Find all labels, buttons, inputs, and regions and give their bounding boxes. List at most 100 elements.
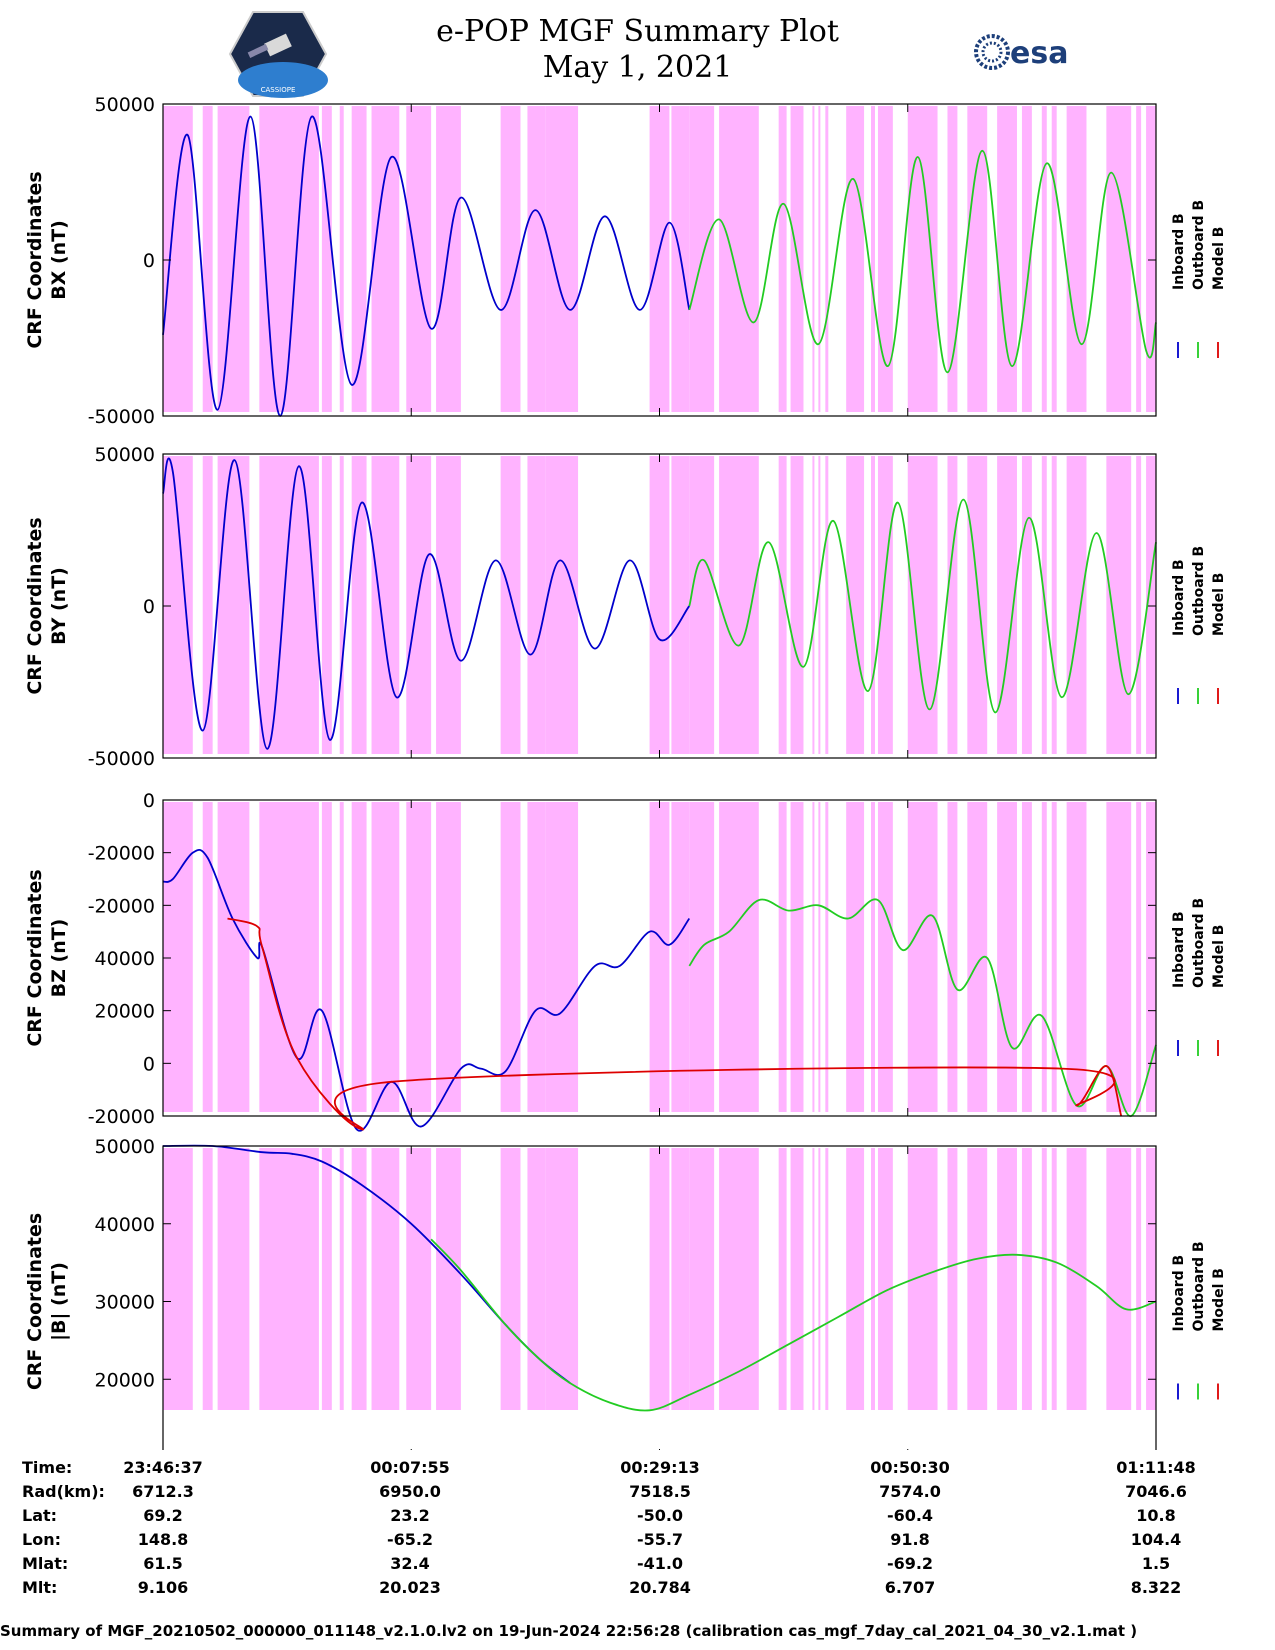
inboard-interval-shade <box>846 106 865 412</box>
y-tick-label: 0 <box>143 250 155 272</box>
inboard-interval-shade <box>436 106 461 412</box>
orbit-value: -50.0 <box>636 1506 684 1525</box>
inboard-interval-shade <box>202 456 213 754</box>
inboard-interval-shade <box>907 802 938 1112</box>
inboard-interval-shade <box>163 802 193 1112</box>
orbit-row: Time: 23:46:37 00:07:55 00:29:13 00:50:30 01:… <box>0 1458 1275 1482</box>
y-tick-label: 0 <box>143 596 155 618</box>
orbit-value: 23:46:37 <box>123 1458 203 1477</box>
inboard-interval-shade <box>202 802 213 1112</box>
orbit-value: -65.2 <box>386 1530 434 1549</box>
inboard-interval-shade <box>545 1148 579 1410</box>
orbit-value: 00:29:13 <box>620 1458 700 1477</box>
inboard-interval-shade <box>1106 456 1132 754</box>
y-tick-label: -50000 <box>88 406 155 428</box>
y-axis-label: CRF Coordinates |B| (nT) <box>24 1213 70 1390</box>
inboard-interval-shade <box>351 1148 367 1410</box>
inboard-interval-shade <box>217 1148 250 1410</box>
orbit-value: 00:50:30 <box>870 1458 950 1477</box>
inboard-interval-shade <box>967 802 988 1112</box>
inboard-interval-shade <box>871 1148 875 1410</box>
legend-label: Inboard B <box>1171 911 1187 988</box>
orbit-row: Lon: 148.8 -65.2 -55.7 91.8 104.4 <box>0 1530 1275 1554</box>
inboard-interval-shade <box>406 802 432 1112</box>
y-tick-label: -20000 <box>88 1106 155 1128</box>
legend-label: Outboard B <box>1191 200 1207 290</box>
inboard-interval-shade <box>778 802 787 1112</box>
y-tick-label: 20000 <box>95 1001 155 1023</box>
inboard-interval-shade <box>371 106 400 412</box>
inboard-interval-shade <box>1136 802 1142 1112</box>
y-tick-label: -50000 <box>88 748 155 770</box>
inboard-interval-shade <box>259 802 319 1112</box>
orbit-value: 23.2 <box>390 1506 430 1525</box>
inboard-interval-shade <box>719 802 759 1112</box>
orbit-value: 148.8 <box>137 1530 189 1549</box>
orbit-row: Lat: 69.2 23.2 -50.0 -60.4 10.8 <box>0 1506 1275 1530</box>
orbit-value: 20.023 <box>379 1578 441 1597</box>
inboard-interval-shade <box>371 456 400 754</box>
inboard-interval-shade <box>545 802 579 1112</box>
inboard-interval-shade <box>1136 1148 1142 1410</box>
esa-logo: esa <box>974 34 1068 71</box>
y-tick-label: 10000 <box>95 1447 155 1450</box>
inboard-interval-shade <box>818 802 821 1112</box>
y-tick-label: -20000 <box>88 895 155 917</box>
orbit-value: 6950.0 <box>379 1482 441 1501</box>
inboard-interval-shade <box>967 106 988 412</box>
inboard-interval-shade <box>649 456 670 754</box>
y-tick-label: 0 <box>143 1053 155 1075</box>
orbit-value: 8.322 <box>1130 1578 1182 1597</box>
inboard-interval-shade <box>1136 456 1142 754</box>
orbit-value: 01:11:48 <box>1116 1458 1196 1477</box>
inboard-interval-shade <box>1051 106 1057 412</box>
inboard-interval-shade <box>1146 106 1156 412</box>
inboard-interval-shade <box>1021 1148 1032 1410</box>
inboard-interval-shade <box>339 106 344 412</box>
inboard-interval-shade <box>1051 1148 1057 1410</box>
inboard-interval-shade <box>339 1148 344 1410</box>
orbit-value: -69.2 <box>886 1554 934 1573</box>
inboard-interval-shade <box>689 1148 715 1410</box>
inboard-interval-shade <box>339 802 344 1112</box>
orbit-value: 6712.3 <box>132 1482 194 1501</box>
inboard-interval-shade <box>527 1148 546 1410</box>
inboard-interval-shade <box>217 456 250 754</box>
inboard-interval-shade <box>671 802 690 1112</box>
y-tick-label: 50000 <box>95 444 155 466</box>
inboard-interval-shade <box>790 1148 804 1410</box>
y-tick-label: 0 <box>143 790 155 812</box>
inboard-interval-shade <box>436 456 461 754</box>
inboard-interval-shade <box>947 1148 958 1410</box>
inboard-interval-shade <box>406 456 432 754</box>
orbit-row: Rad(km): 6712.3 6950.0 7518.5 7574.0 7046.6 <box>0 1482 1275 1506</box>
orbit-value: 61.5 <box>143 1554 183 1573</box>
inboard-interval-shade <box>1106 106 1132 412</box>
inboard-interval-shade <box>967 456 988 754</box>
legend-label: Outboard B <box>1191 1241 1207 1331</box>
inboard-interval-shade <box>825 1148 829 1410</box>
legend-label: Inboard B <box>1171 1255 1187 1332</box>
inboard-interval-shade <box>825 802 829 1112</box>
cassiope-logo-text: CASSIOPE <box>261 86 296 94</box>
inboard-interval-shade <box>846 802 865 1112</box>
legend-label: Outboard B <box>1191 546 1207 636</box>
inboard-interval-shade <box>649 802 670 1112</box>
orbit-value: 32.4 <box>390 1554 430 1573</box>
panel-by: -50000 0 50000 CRF Coordinates BY (nT) Inboar… <box>24 444 1227 770</box>
inboard-interval-shade <box>163 456 193 754</box>
inboard-interval-shade <box>947 106 958 412</box>
series-outboard-b <box>430 1238 1157 1412</box>
series-outboard-b <box>688 898 1157 1117</box>
summary-caption: Summary of MGF_20210502_000000_011148_v2… <box>0 1622 1138 1640</box>
inboard-interval-shade <box>877 456 893 754</box>
inboard-interval-shade <box>527 802 546 1112</box>
plot-title: e-POP MGF Summary Plot <box>436 14 839 49</box>
inboard-interval-shade <box>217 802 250 1112</box>
inboard-interval-shade <box>812 106 815 412</box>
esa-logo-text: esa <box>1010 36 1068 71</box>
orbit-row-label: Time: <box>22 1458 73 1477</box>
inboard-interval-shade <box>371 802 400 1112</box>
inboard-interval-shade <box>967 1148 988 1410</box>
orbit-value: 1.5 <box>1141 1554 1171 1573</box>
